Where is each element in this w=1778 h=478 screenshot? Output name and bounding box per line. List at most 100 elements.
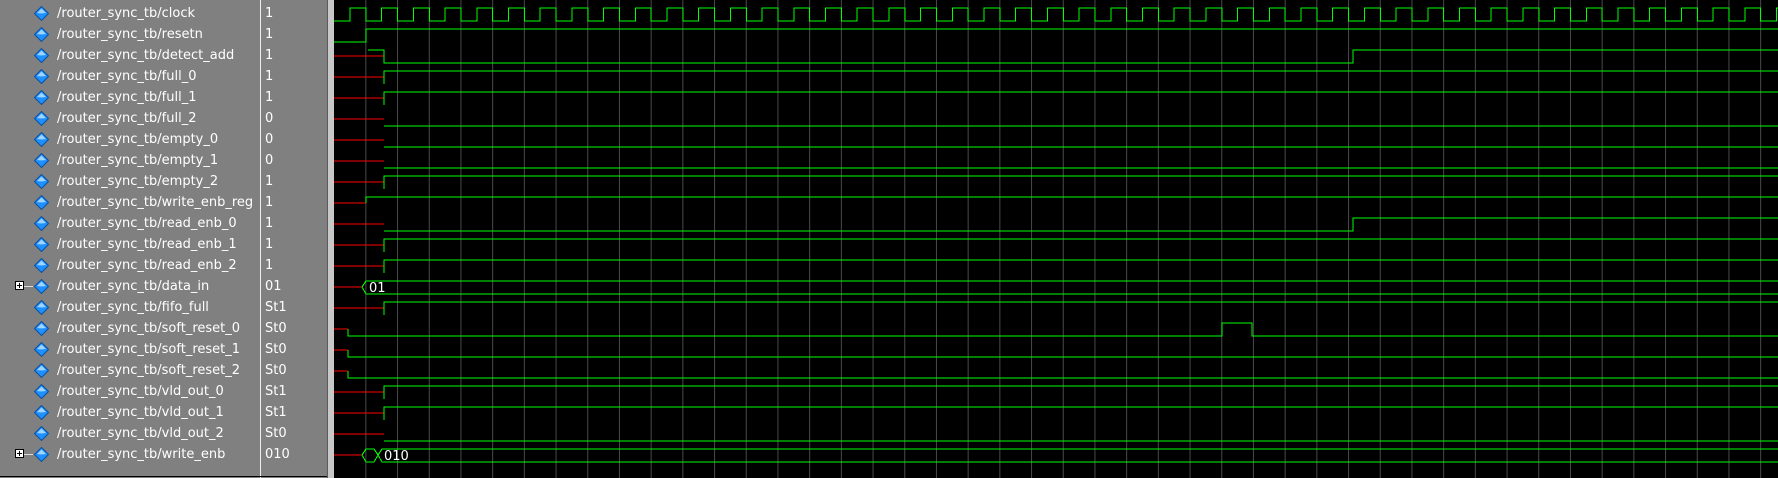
signal-row[interactable]: /router_sync_tb/read_enb_2 [0, 255, 260, 276]
signal-value: 0 [265, 111, 274, 126]
signal-diamond-icon [34, 90, 49, 105]
signal-diamond-icon [34, 195, 49, 210]
signal-waveform [383, 301, 1778, 315]
signal-row[interactable]: /router_sync_tb/clock [0, 3, 260, 24]
tree-connector [24, 286, 33, 287]
signal-row[interactable]: /router_sync_tb/detect_add [0, 45, 260, 66]
signal-row[interactable]: /router_sync_tb/vld_out_0 [0, 381, 260, 402]
signal-name: /router_sync_tb/soft_reset_1 [57, 342, 241, 357]
signal-waveform [383, 175, 1778, 189]
signal-waveform [383, 70, 1778, 84]
signal-row[interactable]: /router_sync_tb/full_1 [0, 87, 260, 108]
signal-row[interactable]: /router_sync_tb/data_in [0, 276, 260, 297]
signal-waveform [383, 259, 1778, 273]
signal-name: /router_sync_tb/empty_2 [57, 174, 219, 189]
signal-diamond-icon [34, 426, 49, 441]
resetn-waveform [334, 28, 1778, 43]
signal-value: 0 [265, 132, 274, 147]
signal-diamond-icon [34, 405, 49, 420]
pane-divider[interactable] [260, 0, 261, 478]
signal-name: /router_sync_tb/full_0 [57, 69, 197, 84]
signal-name: /router_sync_tb/detect_add [57, 48, 235, 63]
signal-row[interactable]: /router_sync_tb/read_enb_1 [0, 234, 260, 255]
signal-diamond-icon [34, 321, 49, 336]
signal-name: /router_sync_tb/resetn [57, 27, 203, 42]
pane-bottom-border [0, 476, 327, 477]
bus-value-label: 010 [384, 449, 409, 464]
pane-splitter[interactable] [328, 0, 334, 478]
signal-name: /router_sync_tb/write_enb [57, 447, 226, 462]
signal-value: St1 [265, 405, 287, 420]
waveform-canvas[interactable]: 01 010 [334, 0, 1778, 478]
soft-reset-0-waveform [347, 322, 1778, 337]
signal-name: /router_sync_tb/read_enb_0 [57, 216, 237, 231]
signal-diamond-icon [34, 363, 49, 378]
expand-icon[interactable] [15, 449, 24, 458]
signal-diamond-icon [34, 216, 49, 231]
signal-row[interactable]: /router_sync_tb/empty_0 [0, 129, 260, 150]
signal-diamond-icon [34, 237, 49, 252]
signal-value: 1 [265, 237, 274, 252]
signal-value: 1 [265, 174, 274, 189]
signal-row[interactable]: /router_sync_tb/resetn [0, 24, 260, 45]
clock-waveform [334, 7, 1778, 22]
signal-name: /router_sync_tb/soft_reset_0 [57, 321, 241, 336]
signal-value: 01 [265, 279, 282, 294]
signal-diamond-icon [34, 384, 49, 399]
signal-value: 1 [265, 90, 274, 105]
signal-row[interactable]: /router_sync_tb/soft_reset_1 [0, 339, 260, 360]
signal-row[interactable]: /router_sync_tb/read_enb_0 [0, 213, 260, 234]
signal-diamond-icon [34, 111, 49, 126]
soft-reset-1-waveform [347, 350, 1778, 358]
signal-diamond-icon [34, 258, 49, 273]
signal-row[interactable]: /router_sync_tb/soft_reset_0 [0, 318, 260, 339]
signal-name: /router_sync_tb/empty_1 [57, 153, 219, 168]
pane-divider[interactable] [327, 0, 328, 478]
signal-value: 1 [265, 48, 274, 63]
signal-value: 1 [265, 216, 274, 231]
signal-value: St1 [265, 300, 287, 315]
signal-name: /router_sync_tb/read_enb_2 [57, 258, 237, 273]
signal-row[interactable]: /router_sync_tb/vld_out_1 [0, 402, 260, 423]
signal-diamond-icon [34, 6, 49, 21]
tree-connector [24, 454, 33, 455]
signal-name: /router_sync_tb/read_enb_1 [57, 237, 237, 252]
signal-value: 010 [265, 447, 290, 462]
signal-name: /router_sync_tb/vld_out_0 [57, 384, 224, 399]
signal-value: 1 [265, 6, 274, 21]
signal-name: /router_sync_tb/data_in [57, 279, 210, 294]
soft-reset-2-waveform [347, 371, 1778, 379]
signal-name-pane: /router_sync_tb/clock/router_sync_tb/res… [0, 0, 260, 478]
signal-diamond-icon [34, 279, 49, 294]
signal-row[interactable]: /router_sync_tb/full_2 [0, 108, 260, 129]
signal-name: /router_sync_tb/full_1 [57, 90, 197, 105]
signal-row[interactable]: /router_sync_tb/full_0 [0, 66, 260, 87]
signal-diamond-icon [34, 447, 49, 462]
signal-row[interactable]: /router_sync_tb/fifo_full [0, 297, 260, 318]
signal-value: 1 [265, 69, 274, 84]
signal-row[interactable]: /router_sync_tb/soft_reset_2 [0, 360, 260, 381]
signal-row[interactable]: /router_sync_tb/vld_out_2 [0, 423, 260, 444]
expand-icon[interactable] [15, 281, 24, 290]
signal-value: 1 [265, 195, 274, 210]
signal-diamond-icon [34, 27, 49, 42]
signal-row[interactable]: /router_sync_tb/empty_2 [0, 171, 260, 192]
signal-name: /router_sync_tb/clock [57, 6, 196, 21]
signal-value: St0 [265, 342, 287, 357]
signal-value: St0 [265, 363, 287, 378]
write-enb-reg-waveform [365, 196, 1778, 203]
signal-name: /router_sync_tb/write_enb_reg [57, 195, 254, 210]
detect-add-waveform [368, 49, 1778, 64]
signal-waveform [383, 238, 1778, 252]
signal-waveform [383, 385, 1778, 399]
signal-value-pane: 1 1 1 1 1 0 0 0 1 1 1 1 1 01 St1 St0 St0 St0 St1 St1 St0 010 [261, 0, 327, 478]
signal-row[interactable]: /router_sync_tb/write_enb_reg [0, 192, 260, 213]
signal-row[interactable]: /router_sync_tb/empty_1 [0, 150, 260, 171]
waveform-pane[interactable]: 01 010 [334, 0, 1778, 478]
signal-row[interactable]: /router_sync_tb/write_enb [0, 444, 260, 465]
signal-waveform [383, 91, 1778, 105]
bus-value-label: 01 [369, 281, 386, 296]
signal-diamond-icon [34, 300, 49, 315]
signal-value: 1 [265, 27, 274, 42]
signal-diamond-icon [34, 132, 49, 147]
